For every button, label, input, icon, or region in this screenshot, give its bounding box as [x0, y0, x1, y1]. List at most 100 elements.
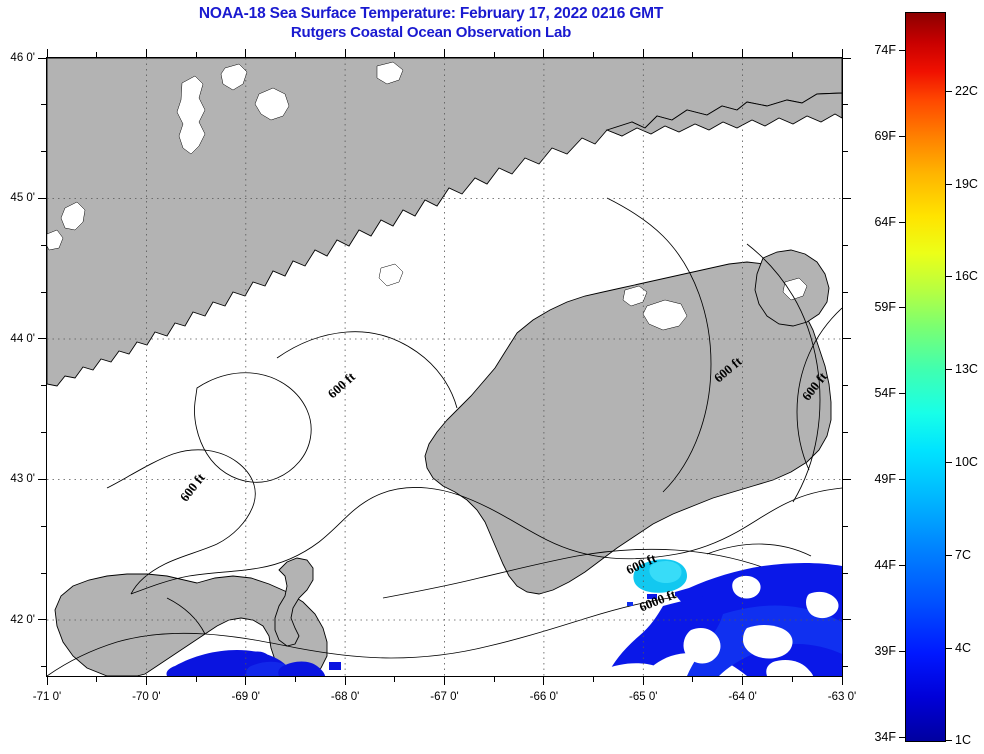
- lake-bras-dor: [782, 277, 808, 301]
- cloud-hole-4: [732, 575, 761, 599]
- sst-patch-nantucket-shoals: [278, 661, 325, 676]
- y-tick-minor: [843, 525, 848, 527]
- y-axis-label: 44 0': [10, 332, 35, 345]
- lake-upper-2: [254, 87, 290, 121]
- y-tick-major: [38, 619, 46, 621]
- y-tick-minor: [41, 104, 46, 106]
- x-axis-label: -64 0': [728, 691, 757, 703]
- x-tick-major: [543, 677, 545, 685]
- colorbar-gradient: [905, 12, 946, 742]
- colorbar-label-fahrenheit: 34F: [874, 729, 896, 744]
- y-tick-minor: [41, 291, 46, 293]
- colorbar-tick-c: [946, 462, 952, 463]
- colorbar-label-fahrenheit: 44F: [874, 558, 896, 573]
- lake-nova-scotia-2: [622, 285, 648, 307]
- y-tick-major: [38, 478, 46, 480]
- y-tick-minor: [41, 666, 46, 668]
- y-tick-major: [843, 338, 851, 340]
- land-cape-cod-hook: [274, 557, 314, 647]
- colorbar-label-celsius: 10C: [955, 455, 978, 469]
- y-tick-major: [38, 338, 46, 340]
- x-axis-label: -65 0': [629, 691, 658, 703]
- x-tick-major: [642, 49, 644, 57]
- y-tick-minor: [41, 525, 46, 527]
- y-tick-minor: [41, 244, 46, 246]
- x-tick-minor: [96, 52, 98, 57]
- x-tick-minor: [294, 677, 296, 682]
- sst-speck-2: [675, 592, 682, 596]
- x-axis-label: -70 0': [132, 691, 161, 703]
- colorbar-tick-c: [946, 90, 952, 92]
- y-tick-minor: [843, 104, 848, 106]
- land-polygons: [47, 58, 842, 676]
- x-tick-major: [841, 677, 843, 685]
- land-cape-cod: [54, 573, 328, 676]
- x-axis-label: -66 0': [529, 691, 559, 703]
- x-tick-major: [46, 49, 48, 57]
- cloud-hole-2: [683, 628, 721, 664]
- y-tick-minor: [843, 572, 848, 574]
- lake-grand-1: [378, 263, 404, 287]
- colorbar-label-fahrenheit: 69F: [874, 128, 896, 143]
- x-tick-minor: [96, 677, 98, 682]
- y-tick-minor: [41, 432, 46, 434]
- x-axis-label: -71 0': [32, 691, 62, 703]
- land-gulf-st-lawrence-shore: [605, 92, 842, 137]
- x-tick-minor: [593, 677, 595, 682]
- sst-map-graphic: [47, 58, 842, 676]
- y-tick-major: [843, 57, 851, 59]
- land-nova-scotia: [424, 261, 832, 595]
- colorbar-group: 74F 69F 64F 59F 54F 49F 44F 39F 34F 22C 19C 16C 13C…: [874, 12, 978, 747]
- x-axis-label: -67 0': [430, 691, 459, 703]
- colorbar-tick-f: [899, 393, 905, 395]
- colorbar-tick-c: [946, 183, 952, 185]
- x-tick-major: [245, 49, 247, 57]
- colorbar-label-celsius: 13C: [955, 362, 978, 377]
- y-axis-label: 46 0': [10, 52, 35, 64]
- colorbar-tick-c: [946, 647, 952, 649]
- lake-upper-1: [220, 63, 248, 91]
- x-tick-minor: [692, 677, 694, 682]
- chart-title: NOAA-18 Sea Surface Temperature: Februar…: [0, 4, 862, 42]
- x-tick-minor: [195, 677, 197, 682]
- colorbar-label-celsius: 19C: [955, 176, 978, 191]
- x-tick-minor: [394, 677, 396, 682]
- lake-nova-scotia-1: [642, 299, 688, 331]
- lake-west-2: [47, 229, 64, 251]
- colorbar-tick-f: [899, 736, 905, 738]
- x-axis-label: -69 0': [231, 691, 260, 703]
- map-plot-area: 600 ft 600 ft 600 ft 600 ft 600 ft 6000 ft: [46, 57, 843, 677]
- x-tick-major: [46, 677, 48, 685]
- x-axis-label: -63 0': [827, 691, 857, 703]
- colorbar-label-celsius: 4C: [955, 640, 971, 655]
- colorbar-label-fahrenheit: 59F: [874, 300, 896, 315]
- x-tick-minor: [195, 52, 197, 57]
- colorbar-tick-c: [946, 369, 952, 371]
- colorbar-tick-c: [946, 554, 952, 556]
- y-axis-label: 42 0': [10, 613, 35, 626]
- x-tick-minor: [791, 52, 793, 57]
- sst-speck-nantucket: [329, 662, 341, 670]
- y-tick-minor: [41, 385, 46, 387]
- colorbar-tick-f: [899, 650, 905, 652]
- y-tick-major: [38, 197, 46, 199]
- title-line-2: Rutgers Coastal Ocean Observation Lab: [290, 24, 572, 41]
- colorbar-tick-f: [899, 565, 905, 567]
- y-tick-minor: [41, 572, 46, 574]
- x-tick-major: [444, 49, 445, 57]
- colorbar-tick-f: [899, 49, 905, 51]
- colorbar-tick-f: [899, 307, 905, 309]
- x-tick-major: [742, 49, 744, 57]
- colorbar-tick-c: [946, 740, 952, 742]
- sst-gap-bottom: [595, 663, 671, 676]
- y-axis-label: 43 0': [10, 473, 35, 486]
- x-tick-major: [841, 49, 843, 57]
- x-tick-major: [344, 677, 346, 685]
- y-tick-major: [843, 197, 851, 199]
- x-tick-major: [642, 677, 644, 685]
- cloud-hole-1: [743, 625, 793, 659]
- y-tick-minor: [843, 666, 848, 668]
- y-tick-minor: [843, 432, 848, 434]
- sst-data-layer: [166, 559, 842, 676]
